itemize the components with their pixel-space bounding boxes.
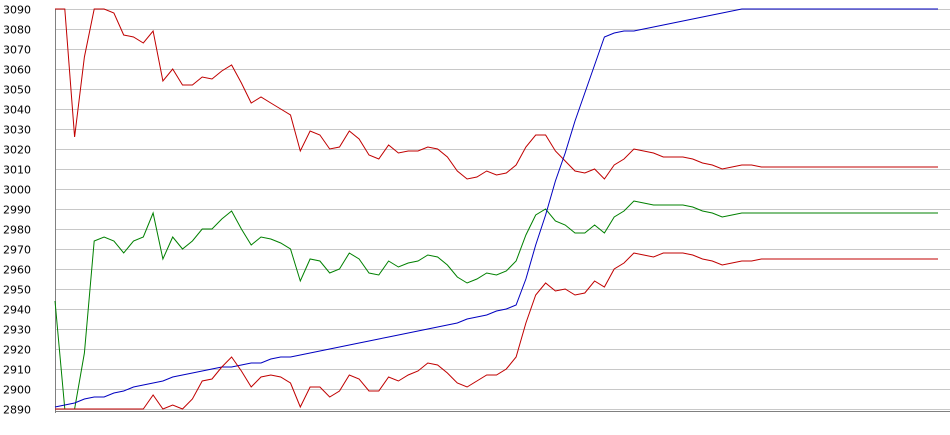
- series-lines: [54, 8, 938, 410]
- y-tick-label: 2900: [3, 384, 31, 397]
- y-tick-label: 3060: [3, 64, 31, 77]
- y-tick-label: 3040: [3, 104, 31, 117]
- y-tick-label: 2970: [3, 244, 31, 257]
- series-line-3: [54, 8, 938, 408]
- y-tick-label: 3080: [3, 24, 31, 37]
- y-tick-label: 3070: [3, 44, 31, 57]
- y-tick-label: 2930: [3, 324, 31, 337]
- y-tick-label: 2940: [3, 304, 31, 317]
- y-tick-label: 3000: [3, 184, 31, 197]
- y-tick-label: 3090: [3, 4, 31, 17]
- y-tick-label: 3050: [3, 84, 31, 97]
- y-tick-label: 2960: [3, 264, 31, 277]
- y-tick-labels: 2890 2900 2910 2920 2930 2940 2950 2960 2970 2980…: [3, 4, 31, 417]
- y-tick-label: 2980: [3, 224, 31, 237]
- series-line-4: [55, 252, 938, 410]
- axes: [55, 9, 950, 413]
- series-line-2: [54, 200, 938, 410]
- gridlines: [55, 9, 950, 410]
- y-tick-label: 3020: [3, 144, 31, 157]
- y-tick-label: 3010: [3, 164, 31, 177]
- y-tick-label: 3030: [3, 124, 31, 137]
- y-tick-label: 2950: [3, 284, 31, 297]
- y-tick-label: 2920: [3, 344, 31, 357]
- y-tick-label: 2890: [3, 404, 31, 417]
- series-line-1: [55, 8, 938, 180]
- y-tick-label: 2910: [3, 364, 31, 377]
- y-tick-label: 2990: [3, 204, 31, 217]
